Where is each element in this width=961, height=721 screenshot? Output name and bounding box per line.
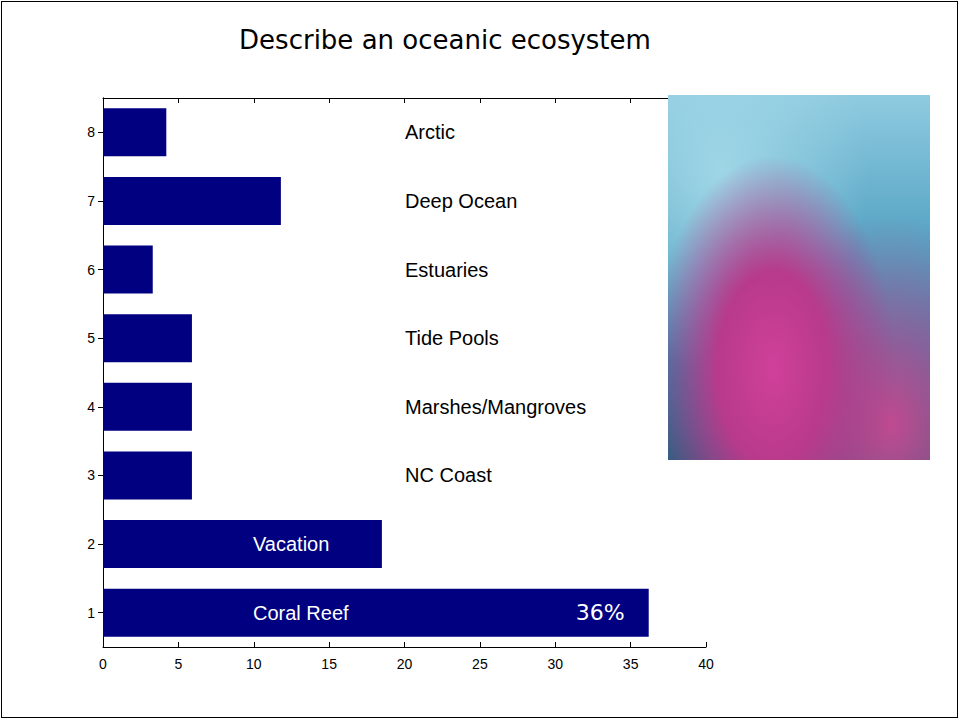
svg-text:25: 25 [472,656,488,672]
svg-text:Deep Ocean: Deep Ocean [405,190,517,212]
svg-text:0: 0 [99,656,107,672]
svg-text:Vacation: Vacation [253,533,329,555]
svg-text:40: 40 [698,656,714,672]
svg-text:36%: 36% [576,600,625,625]
svg-text:3: 3 [87,467,95,483]
svg-text:Tide Pools: Tide Pools [405,327,499,349]
svg-text:Marshes/Mangroves: Marshes/Mangroves [405,396,586,418]
svg-text:2: 2 [87,536,95,552]
svg-text:Describe an oceanic ecosystem: Describe an oceanic ecosystem [239,25,651,55]
svg-text:10: 10 [246,656,262,672]
svg-text:8: 8 [87,124,95,140]
svg-text:5: 5 [87,330,95,346]
svg-text:30: 30 [547,656,563,672]
svg-text:Estuaries: Estuaries [405,259,488,281]
svg-text:15: 15 [321,656,337,672]
svg-text:NC Coast: NC Coast [405,464,492,486]
svg-text:4: 4 [87,399,95,415]
svg-text:6: 6 [87,262,95,278]
svg-text:Coral Reef: Coral Reef [253,602,349,624]
svg-text:5: 5 [174,656,182,672]
svg-text:20: 20 [397,656,413,672]
svg-text:35: 35 [623,656,639,672]
svg-text:Arctic: Arctic [405,121,455,143]
svg-text:1: 1 [87,605,95,621]
svg-text:7: 7 [87,193,95,209]
